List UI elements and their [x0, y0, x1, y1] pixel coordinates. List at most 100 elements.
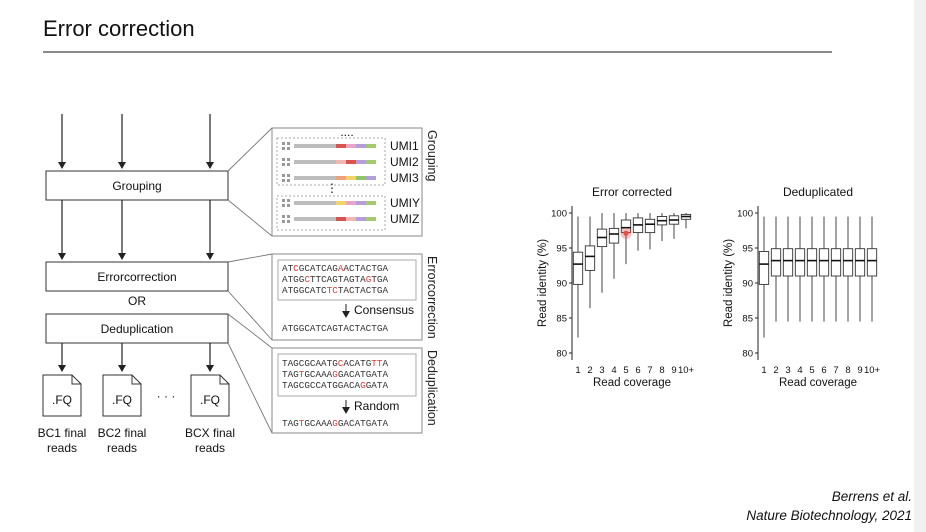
title-divider: [43, 51, 832, 53]
y-tick-label: 80: [556, 349, 567, 360]
grouping-panel: .... ⋮ UMI1 UMI2 UMI3 UMIY UMIZ Grouping: [271, 125, 439, 237]
box-6: [632, 213, 644, 251]
box-iqr: [818, 248, 830, 277]
sequence-read: TAGCGCAATGCACATGTTA: [282, 358, 388, 369]
box-iqr: [806, 248, 818, 277]
umi-label: UMI2: [390, 155, 419, 169]
highlight-point: [623, 230, 629, 236]
file-icon-bcx: .FQ: [190, 374, 230, 417]
sequence-read: ATCGCATCAGAACTACTGA: [282, 263, 388, 274]
panel-connectors: [227, 127, 273, 434]
x-tick-label: 4: [611, 365, 616, 376]
box-9: [668, 213, 680, 239]
umi-row: UMIY: [282, 196, 420, 210]
y-tick-label: 95: [556, 244, 567, 255]
box-iqr: [854, 248, 866, 277]
x-tick-label: 7: [833, 365, 838, 376]
y-axis-label: Read identity (%): [723, 239, 735, 327]
box-iqr: [608, 227, 620, 244]
y-tick-label: 90: [556, 279, 567, 290]
box-4: [608, 213, 620, 279]
random-label: Random: [354, 399, 399, 413]
deduplication-side-label: Deduplication: [425, 350, 439, 426]
umi-label: UMI3: [390, 171, 419, 185]
citation: Berrens et al. Nature Biotechnology, 202…: [746, 487, 912, 525]
x-tick-label: 1: [761, 365, 766, 376]
box-5: [806, 216, 818, 322]
files-ellipsis: · · ·: [157, 389, 176, 403]
umi-row: UMI3: [282, 171, 419, 185]
box-1: [572, 216, 584, 338]
x-tick-label: 3: [785, 365, 790, 376]
x-tick-label: 5: [623, 365, 628, 376]
file-extension: .FQ: [112, 393, 132, 407]
box-6: [818, 216, 830, 322]
deduplication-box-label: Deduplication: [101, 322, 174, 336]
umi-row: UMIZ: [282, 212, 419, 226]
x-tick-label: 7: [647, 365, 652, 376]
umi-label: UMI1: [390, 139, 419, 153]
x-tick-label: 2: [773, 365, 778, 376]
file-extension: .FQ: [52, 393, 72, 407]
slide-title: Error correction: [43, 16, 195, 41]
box-iqr: [866, 248, 878, 277]
svg-text:TAGTGCAAAGGACATGATA: TAGTGCAAAGGACATGATA: [282, 418, 388, 429]
chart-title: Error corrected: [592, 185, 672, 199]
box-iqr: [572, 251, 584, 285]
x-tick-label: 5: [809, 365, 814, 376]
box-8: [842, 216, 854, 322]
sequence-read: TAGTGCAAAGGACATGATA: [282, 369, 388, 380]
y-axis-label: Read identity (%): [537, 239, 549, 327]
box-iqr: [830, 248, 842, 277]
file-icon-bc2: .FQ: [102, 374, 142, 417]
y-tick-label: 85: [556, 314, 567, 325]
x-tick-label: 10+: [678, 365, 695, 376]
x-tick-label: 6: [821, 365, 826, 376]
y-tick-label: 80: [742, 349, 753, 360]
box-iqr: [794, 248, 806, 277]
file-icon-bc1: .FQ: [42, 374, 82, 417]
umi-row: UMI2: [282, 155, 419, 169]
x-tick-label: 1: [575, 365, 580, 376]
file-caption-bcx-line1: BCX final: [185, 426, 235, 440]
consensus-label: Consensus: [354, 303, 414, 317]
box-iqr: [842, 248, 854, 277]
errorcorrection-side-label: Errorcorrection: [425, 256, 439, 339]
deduplication-panel: TAGCGCAATGCACATGTTA TAGTGCAAAGGACATGATA TA…: [271, 347, 439, 434]
scroll-edge: [914, 0, 926, 532]
chart-title: Deduplicated: [783, 185, 853, 199]
box-10+: [680, 213, 692, 229]
box-8: [656, 213, 668, 241]
umi-label: UMIY: [390, 196, 420, 210]
box-1: [758, 216, 770, 338]
file-caption-bc2-line2: reads: [107, 441, 137, 455]
workflow-diagram: Grouping Errorcorrection OR Deduplicatio…: [38, 114, 273, 455]
svg-text:ATGGCATCAGTACTACTGA: ATGGCATCAGTACTACTGA: [282, 323, 388, 334]
x-tick-label: 3: [599, 365, 604, 376]
x-tick-label: 9: [857, 365, 862, 376]
file-caption-bc1-line2: reads: [47, 441, 77, 455]
box-2: [584, 216, 596, 309]
grouping-box-label: Grouping: [112, 179, 161, 193]
x-axis-label: Read coverage: [779, 377, 857, 389]
x-axis-label: Read coverage: [593, 377, 671, 389]
x-tick-label: 8: [659, 365, 664, 376]
y-tick-label: 85: [742, 314, 753, 325]
x-tick-label: 2: [587, 365, 592, 376]
box-4: [794, 216, 806, 322]
box-iqr: [584, 245, 596, 271]
box-iqr: [644, 218, 656, 234]
sequence-read: TAGTGCAAAGGACATGATA: [282, 418, 388, 429]
umi-row: UMI1: [282, 139, 419, 153]
errorcorrection-panel: ATCGCATCAGAACTACTGA ATGGCTTCAGTAGTAGTGA AT…: [271, 253, 439, 341]
x-tick-label: 8: [845, 365, 850, 376]
y-tick-label: 95: [742, 244, 753, 255]
errorcorrection-box: [45, 261, 229, 292]
y-tick-label: 100: [551, 209, 567, 220]
file-caption-bc2-line1: BC2 final: [98, 426, 147, 440]
umi-label: UMIZ: [390, 212, 419, 226]
file-extension: .FQ: [200, 393, 220, 407]
